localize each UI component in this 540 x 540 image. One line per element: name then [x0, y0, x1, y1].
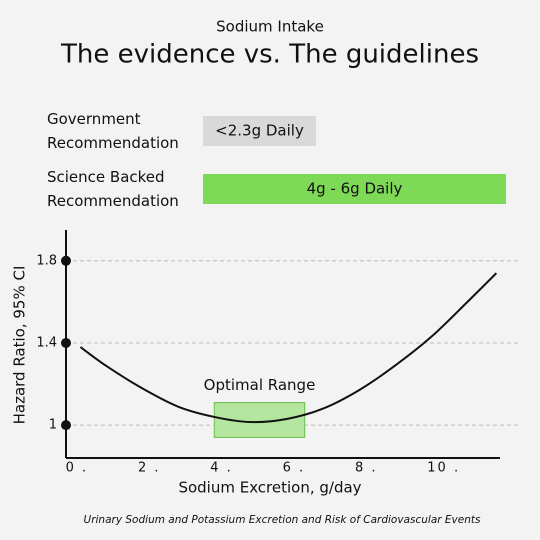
title: The evidence vs. The guidelines: [60, 40, 479, 70]
footnote: Urinary Sodium and Potassium Excretion a…: [84, 514, 481, 526]
recommendation-value: <2.3g Daily: [215, 122, 304, 140]
label-line: Recommendation: [47, 192, 179, 210]
x-tick-label: 4 .: [210, 461, 233, 476]
x-tick-label: 6 .: [283, 461, 306, 476]
y-tick-label: 1: [49, 418, 57, 433]
y-tick-label: 1.4: [36, 335, 57, 350]
label-line: Government: [47, 110, 141, 128]
label-line: Science Backed: [47, 168, 165, 186]
recommendation-box: [203, 116, 316, 146]
recommendation-box: [203, 174, 506, 204]
x-tick-label: 0 .: [66, 461, 89, 476]
y-axis-label: Hazard Ratio, 95% CI: [11, 266, 29, 425]
x-axis-label: Sodium Excretion, g/day: [178, 479, 361, 497]
y-tick-label: 1.8: [36, 253, 57, 268]
recommendation-label: Government Recommendation: [47, 110, 179, 152]
label-line: Recommendation: [47, 134, 179, 152]
x-tick-label: 2 .: [138, 461, 161, 476]
x-tick-label: 8 .: [355, 461, 378, 476]
recommendation-label: Science Backed Recommendation: [47, 168, 179, 210]
recommendation-value: 4g - 6g Daily: [307, 180, 403, 198]
line: [79, 272, 498, 424]
optimal-range-label: Optimal Range: [204, 376, 316, 394]
x-tick-label: 10 .: [427, 461, 460, 476]
subtitle: Sodium Intake: [216, 18, 324, 36]
